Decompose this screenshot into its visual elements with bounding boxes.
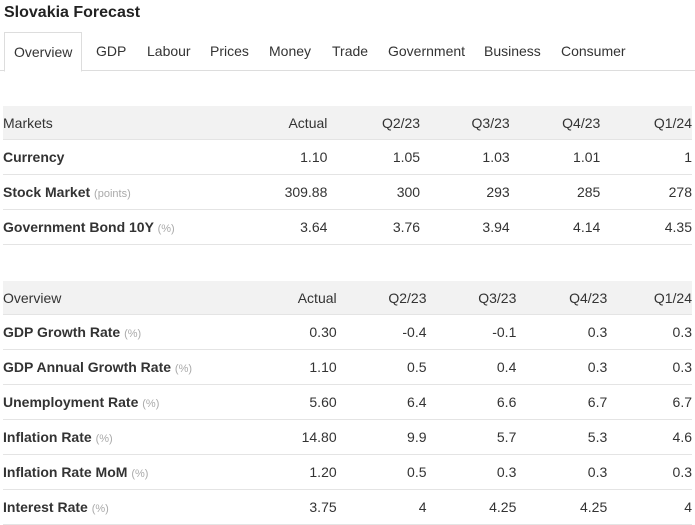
- cell-q3-23: 1.03: [420, 139, 510, 175]
- cell-q3-23: 4.25: [426, 489, 517, 525]
- cell-q1-24: 1: [600, 139, 692, 175]
- cell-q2-23: 0.5: [336, 454, 427, 490]
- cell-q2-23: -0.4: [336, 314, 427, 350]
- column-header-q3-23: Q3/23: [426, 281, 517, 315]
- cell-q3-23: 0.4: [426, 349, 517, 385]
- markets-header-row: Markets Actual Q2/23 Q3/23 Q4/23 Q1/24: [3, 106, 692, 140]
- cell-q4-23: 0.3: [516, 349, 608, 385]
- table-row: Inflation Rate MoM (%) 1.20 0.5 0.3 0.3 …: [3, 454, 692, 490]
- tab-government[interactable]: Government: [388, 43, 466, 59]
- table-row: Government Bond 10Y (%) 3.64 3.76 3.94 4…: [3, 209, 692, 245]
- page-title: Slovakia Forecast: [4, 4, 141, 21]
- cell-q4-23: 5.3: [516, 419, 608, 455]
- cell-actual: 0.30: [266, 314, 337, 350]
- tab-money[interactable]: Money: [269, 43, 312, 59]
- unit-label: (%): [91, 503, 109, 515]
- cell-q1-24: 4.6: [607, 419, 692, 455]
- unit-label: (%): [95, 433, 113, 445]
- tab-bar: Overview GDP Labour Prices Money Trade G…: [0, 32, 695, 72]
- unit-label: (%): [131, 468, 149, 480]
- cell-actual: 5.60: [266, 384, 337, 420]
- cell-q4-23: 0.3: [516, 314, 608, 350]
- unit-label: (%): [124, 328, 142, 340]
- row-name-link[interactable]: Inflation Rate MoM (%): [3, 454, 267, 490]
- cell-q2-23: 4: [336, 489, 427, 525]
- table-row: Inflation Rate (%) 14.80 9.9 5.7 5.3 4.6: [3, 419, 692, 455]
- column-header-actual: Actual: [266, 281, 337, 315]
- unit-label: (points): [94, 188, 131, 200]
- column-header-q1-24: Q1/24: [600, 106, 692, 140]
- cell-q2-23: 3.76: [327, 209, 421, 245]
- cell-actual: 309.88: [265, 174, 328, 210]
- cell-q4-23: 1.01: [509, 139, 601, 175]
- table-row: Unemployment Rate (%) 5.60 6.4 6.6 6.7 6…: [3, 384, 692, 420]
- table-row: Interest Rate (%) 3.75 4 4.25 4.25 4: [3, 489, 692, 525]
- row-name-link[interactable]: Interest Rate (%): [3, 489, 267, 525]
- row-name-link[interactable]: Unemployment Rate (%): [3, 384, 267, 420]
- cell-actual: 1.10: [266, 349, 337, 385]
- cell-actual: 1.20: [266, 454, 337, 490]
- column-header-q1-24: Q1/24: [607, 281, 692, 315]
- tab-overview[interactable]: Overview: [4, 32, 83, 72]
- tab-trade[interactable]: Trade: [332, 43, 369, 59]
- tab-consumer[interactable]: Consumer: [561, 43, 626, 59]
- cell-q1-24: 6.7: [607, 384, 692, 420]
- row-name-link[interactable]: GDP Growth Rate (%): [3, 314, 267, 350]
- cell-q4-23: 0.3: [516, 454, 608, 490]
- unit-label: (%): [142, 398, 160, 410]
- cell-q4-23: 285: [509, 174, 601, 210]
- row-name-link[interactable]: Stock Market (points): [3, 174, 266, 210]
- cell-actual: 1.10: [265, 139, 328, 175]
- tab-gdp[interactable]: GDP: [96, 43, 127, 59]
- cell-q3-23: 5.7: [426, 419, 517, 455]
- unit-label: (%): [174, 363, 193, 375]
- tab-business[interactable]: Business: [484, 43, 541, 59]
- overview-header-row: Overview Actual Q2/23 Q3/23 Q4/23 Q1/24: [3, 281, 692, 315]
- column-header-actual: Actual: [265, 106, 328, 140]
- table-row: Currency 1.10 1.05 1.03 1.01 1: [3, 139, 692, 175]
- cell-q1-24: 0.3: [607, 314, 692, 350]
- cell-q2-23: 300: [327, 174, 421, 210]
- unit-label: (%): [157, 223, 175, 235]
- cell-q2-23: 0.5: [336, 349, 427, 385]
- overview-table: Overview Actual Q2/23 Q3/23 Q4/23 Q1/24 …: [3, 281, 692, 525]
- cell-q3-23: -0.1: [426, 314, 517, 350]
- cell-actual: 3.64: [265, 209, 328, 245]
- markets-header-label: Markets: [3, 106, 266, 140]
- cell-q3-23: 0.3: [426, 454, 517, 490]
- cell-q3-23: 6.6: [426, 384, 517, 420]
- row-name-link[interactable]: Government Bond 10Y (%): [3, 209, 266, 245]
- column-header-q2-23: Q2/23: [327, 106, 421, 140]
- cell-q1-24: 0.3: [607, 349, 692, 385]
- cell-q4-23: 4.14: [509, 209, 601, 245]
- row-name-link[interactable]: Inflation Rate (%): [3, 419, 267, 455]
- row-name-link[interactable]: Currency: [3, 139, 266, 175]
- cell-q1-24: 4: [607, 489, 692, 525]
- table-row: GDP Growth Rate (%) 0.30 -0.4 -0.1 0.3 0…: [3, 314, 692, 350]
- cell-q1-24: 278: [600, 174, 692, 210]
- markets-table: Markets Actual Q2/23 Q3/23 Q4/23 Q1/24 C…: [3, 106, 692, 245]
- column-header-q4-23: Q4/23: [516, 281, 608, 315]
- cell-q1-24: 4.35: [600, 209, 692, 245]
- column-header-q4-23: Q4/23: [509, 106, 601, 140]
- cell-q3-23: 293: [420, 174, 510, 210]
- cell-q4-23: 4.25: [516, 489, 608, 525]
- cell-q2-23: 9.9: [336, 419, 427, 455]
- table-row: GDP Annual Growth Rate (%) 1.10 0.5 0.4 …: [3, 349, 692, 385]
- tab-labour[interactable]: Labour: [147, 43, 191, 59]
- cell-actual: 14.80: [266, 419, 337, 455]
- cell-actual: 3.75: [266, 489, 337, 525]
- row-name-link[interactable]: GDP Annual Growth Rate (%): [3, 349, 267, 385]
- cell-q3-23: 3.94: [420, 209, 510, 245]
- tab-prices[interactable]: Prices: [210, 43, 249, 59]
- column-header-q2-23: Q2/23: [336, 281, 427, 315]
- overview-header-label: Overview: [3, 281, 267, 315]
- column-header-q3-23: Q3/23: [420, 106, 510, 140]
- table-row: Stock Market (points) 309.88 300 293 285…: [3, 174, 692, 210]
- cell-q2-23: 1.05: [327, 139, 421, 175]
- cell-q2-23: 6.4: [336, 384, 427, 420]
- cell-q4-23: 6.7: [516, 384, 608, 420]
- cell-q1-24: 0.3: [607, 454, 692, 490]
